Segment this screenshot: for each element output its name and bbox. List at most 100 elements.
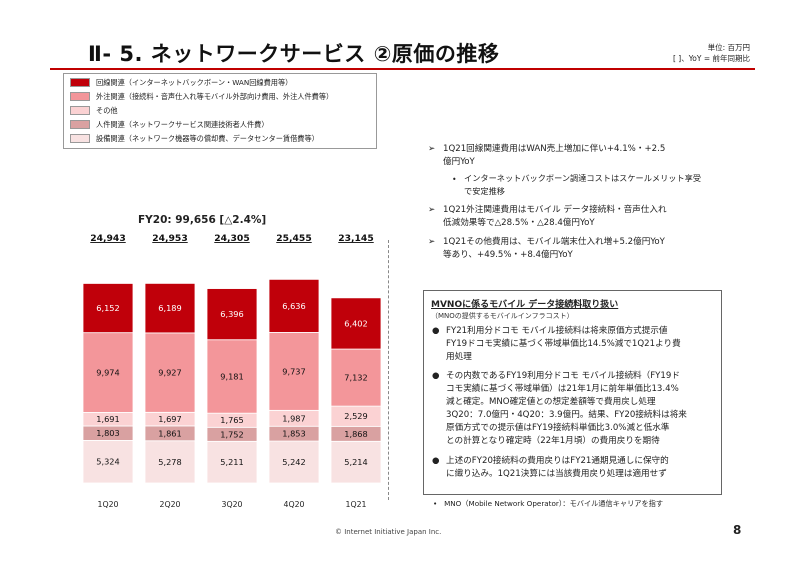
- mno-p3-line: 上述のFY20接続料の費用戻りはFY21通期見通しに保守的: [446, 456, 669, 466]
- sub-bullet-line2: で安定推移: [464, 186, 505, 196]
- bar-total-label: 24,943: [90, 233, 125, 244]
- section-divider: [388, 240, 389, 500]
- legend-label: 設備関連（ネットワーク機器等の償却費、データセンター賃借費等）: [96, 133, 319, 143]
- bullet-arrow-icon: ➢: [428, 205, 436, 215]
- data-label: 1,868: [344, 429, 367, 439]
- bar-segment: [144, 282, 196, 334]
- data-label: 1,765: [220, 415, 243, 425]
- bar-segment: [268, 278, 320, 333]
- bar-segment: [82, 283, 134, 334]
- stacked-bar-chart: 5,324 1,803 1,691 9,974 6,152 24,943 1Q20 5,278…: [82, 233, 382, 509]
- unit-note-line1: 単位: 百万円: [707, 43, 750, 52]
- data-label: 5,242: [282, 457, 305, 467]
- data-label: 5,211: [220, 457, 243, 467]
- data-label: 1,697: [158, 414, 181, 424]
- data-label: 5,278: [158, 457, 181, 467]
- bar-segment: [268, 440, 320, 484]
- bar-segment: [206, 288, 258, 341]
- bar-segment: [330, 348, 382, 407]
- x-tick-label: 1Q21: [345, 500, 366, 509]
- title-underline: [50, 68, 755, 70]
- mno-p2-line: コモ実績に基づく帯域単価）は21年1月に前年単価比13.4%: [446, 384, 679, 394]
- bar-total-label: 24,953: [152, 233, 187, 244]
- data-label: 5,324: [96, 457, 119, 467]
- x-tick-label: 4Q20: [283, 500, 304, 509]
- legend-label: 人件関連（ネットワークサービス関連技術者人件費）: [96, 119, 269, 129]
- mno-p2-line: 3Q20：7.0億円・4Q20：3.9億円。結果、FY20接続料は将来: [446, 410, 687, 420]
- mno-paragraph-3: 上述のFY20接続料の費用戻りはFY21通期見通しに保守的 に織り込み。1Q21…: [446, 455, 669, 481]
- bullet-1-line1: 1Q21回線関連費用はWAN売上増加に伴い+4.1%・+2.5: [443, 144, 666, 154]
- copyright: © Internet Initiative Japan Inc.: [335, 528, 442, 536]
- mno-p3-line: に織り込み。1Q21決算には当該費用戻り処理は適用せず: [446, 469, 667, 479]
- mno-p2-line: 原価方式での提示値はFY19接続料単価比3.0%減と低水準: [446, 423, 670, 433]
- mno-paragraph-2: その内数であるFY19利用分ドコモ モバイル接続料（FY19ド コモ実績に基づく…: [446, 370, 687, 448]
- data-label: 1,853: [282, 429, 305, 439]
- sub-bullet-dot-icon: •: [452, 175, 457, 184]
- bar-segment: [82, 440, 134, 484]
- legend-item-equipment: 設備関連（ネットワーク機器等の償却費、データセンター賃借費等）: [70, 132, 319, 145]
- data-label: 6,189: [158, 303, 181, 313]
- data-label: 6,402: [344, 318, 367, 328]
- bar-total-label: 24,305: [214, 233, 249, 244]
- bullet-arrow-icon: ➢: [428, 144, 436, 154]
- data-label: 9,737: [282, 366, 305, 376]
- mno-info-box: MVNOに係るモバイル データ接続料取り扱い （MNOの提供するモバイルインフラ…: [423, 290, 722, 495]
- mno-p1-line: FY21利用分ドコモ モバイル接続料は将来原価方式提示値: [446, 326, 668, 336]
- bar-segment: [206, 339, 258, 414]
- legend-label: 外注関連（接続料・音声仕入れ等モバイル外部向け費用、外注人件費等）: [96, 91, 334, 101]
- bar-segment: [82, 332, 134, 413]
- bullet-1-line2: 億円YoY: [443, 157, 475, 167]
- mno-p2-line: との計算となり確定時（22年1月頃）の費用戻りを期待: [446, 436, 660, 446]
- legend-item-outsourcing: 外注関連（接続料・音声仕入れ等モバイル外部向け費用、外注人件費等）: [70, 90, 333, 103]
- mno-p1-line: 用処理: [446, 352, 472, 362]
- unit-note: 単位: 百万円 [ ]、YoY = 前年同期比: [673, 42, 750, 64]
- legend-swatch: [70, 78, 90, 87]
- data-label: 2,529: [344, 411, 367, 421]
- legend-item-line: 回線関連（インターネットバックボーン・WAN回線費用等）: [70, 76, 292, 89]
- data-label: 6,152: [96, 303, 119, 313]
- mno-p2-line: 減と確定。MNO確定値との想定差額等で費用戻し処理: [446, 397, 656, 407]
- legend-item-other: その他: [70, 104, 118, 117]
- bar-segment: [144, 332, 196, 413]
- legend-swatch: [70, 92, 90, 101]
- bullet-2-line1: 1Q21外注関連費用はモバイル データ接続料・音声仕入れ: [443, 205, 667, 215]
- bar-total-label: 23,145: [338, 233, 373, 244]
- mno-p1-line: FY19ドコモ実績に基づく帯域単価比14.5%減で1Q21より費: [446, 339, 681, 349]
- bullet-arrow-icon: ➢: [428, 237, 436, 247]
- bar-segment: [330, 440, 382, 484]
- data-label: 1,987: [282, 413, 305, 423]
- bullet-2-line2: 低減効果等で△28.5%・△28.4億円YoY: [443, 218, 595, 228]
- data-label: 6,396: [220, 309, 243, 319]
- mno-p2-line: その内数であるFY19利用分ドコモ モバイル接続料（FY19ド: [446, 371, 680, 381]
- x-tick-label: 2Q20: [159, 500, 180, 509]
- data-label: 1,752: [220, 429, 243, 439]
- x-tick-label: 3Q20: [221, 500, 242, 509]
- data-label: 9,974: [96, 368, 119, 378]
- legend-swatch: [70, 106, 90, 115]
- mno-box-title: MVNOに係るモバイル データ接続料取り扱い: [431, 300, 619, 310]
- data-label: 7,132: [344, 373, 367, 383]
- chart-legend: 回線関連（インターネットバックボーン・WAN回線費用等） 外注関連（接続料・音声…: [63, 73, 377, 149]
- unit-note-line2: [ ]、YoY = 前年同期比: [672, 54, 750, 63]
- bar-segment: [206, 440, 258, 484]
- footnote: • MNO（Mobile Network Operator）：モバイル通信キャリ…: [433, 499, 663, 509]
- bar-segment: [330, 297, 382, 350]
- data-label: 9,927: [158, 368, 181, 378]
- bar-total-label: 25,455: [276, 233, 311, 244]
- fy-total-label: FY20: 99,656 [△2.4%]: [138, 214, 267, 226]
- bullet-3-line1: 1Q21その他費用は、モバイル端末仕入れ増+5.2億円YoY: [443, 237, 665, 247]
- data-label: 9,181: [220, 371, 243, 381]
- sub-bullet-line1: インターネットバックボーン調達コストはスケールメリット享受: [464, 173, 702, 183]
- footnote-dot-icon: •: [433, 499, 445, 508]
- data-label: 5,214: [344, 457, 367, 467]
- legend-label: その他: [96, 105, 118, 115]
- mno-box-subtitle: （MNOの提供するモバイルインフラコスト）: [431, 312, 574, 320]
- mno-bullet-dot-icon: ●: [432, 371, 440, 381]
- page-number: 8: [733, 523, 742, 537]
- legend-label: 回線関連（インターネットバックボーン・WAN回線費用等）: [96, 77, 293, 87]
- data-label: 1,861: [158, 428, 181, 438]
- mno-bullet-dot-icon: ●: [432, 326, 440, 336]
- bullet-3-line2: 等あり、+49.5%・+8.4億円YoY: [443, 250, 573, 260]
- footnote-text: MNO（Mobile Network Operator）：モバイル通信キャリアを…: [444, 499, 664, 508]
- legend-swatch: [70, 120, 90, 129]
